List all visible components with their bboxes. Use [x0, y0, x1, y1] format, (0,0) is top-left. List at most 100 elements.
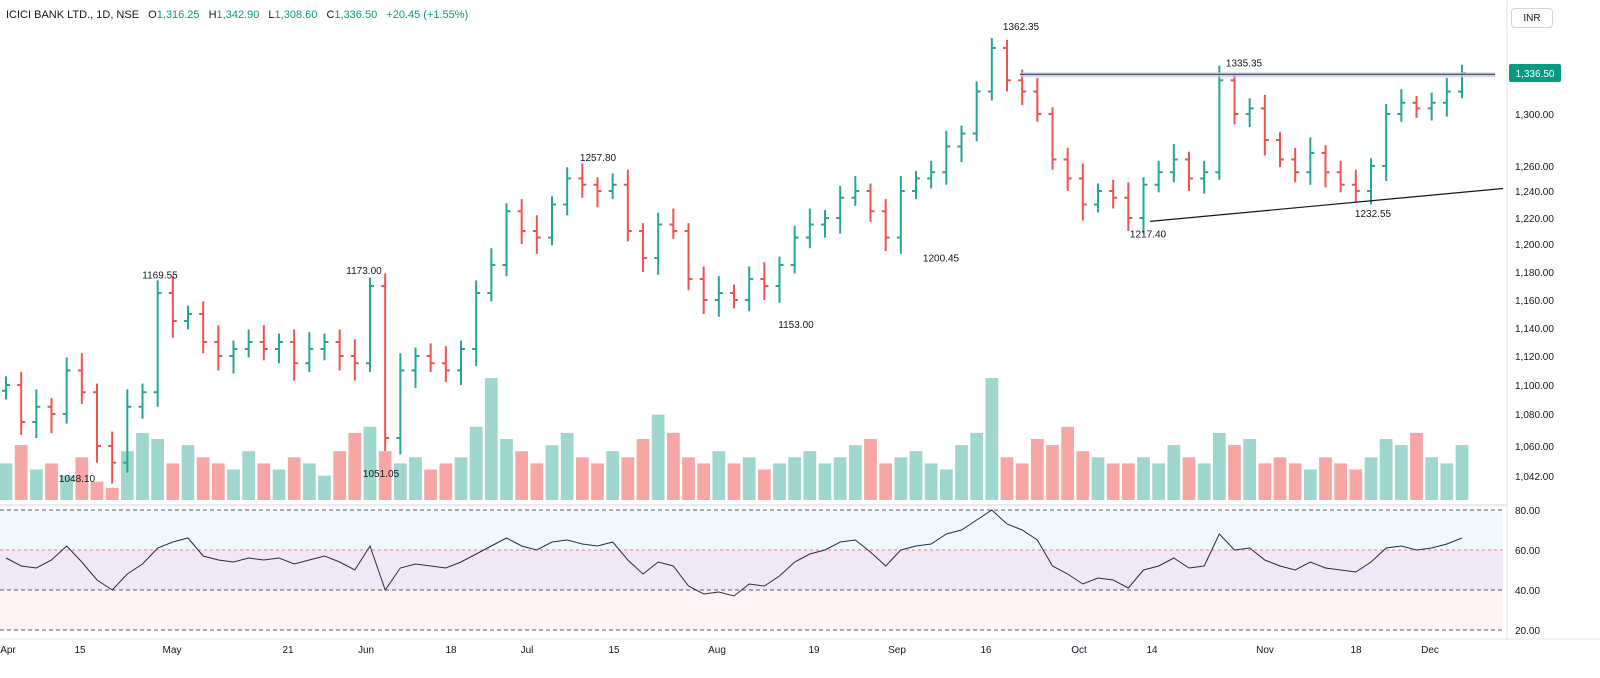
- volume-bar: [393, 463, 407, 500]
- rsi-overbought-zone: [0, 510, 1503, 550]
- price-tick-label: 1,240.00: [1515, 187, 1554, 198]
- volume-bar: [424, 469, 438, 500]
- volume-bar: [1121, 463, 1135, 500]
- volume-bar: [1243, 439, 1257, 500]
- time-axis-label: 16: [980, 645, 992, 656]
- volume-bar: [454, 457, 468, 500]
- rsi-tick-label: 80.00: [1515, 506, 1540, 517]
- volume-bar: [985, 378, 999, 500]
- volume-bar: [151, 439, 165, 500]
- time-axis-label: 21: [282, 645, 294, 656]
- currency-button[interactable]: INR: [1511, 8, 1553, 28]
- volume-bar: [45, 463, 58, 500]
- volume-bar: [545, 445, 559, 500]
- high-label: H: [208, 9, 217, 21]
- time-axis-label: Jul: [521, 645, 534, 656]
- time-axis-label: Apr: [0, 645, 16, 656]
- volume-bar: [575, 457, 589, 500]
- volume-bar: [1167, 445, 1181, 500]
- volume-bar: [1379, 439, 1393, 500]
- rsi-oversold-zone: [0, 590, 1503, 630]
- time-axis-label: 15: [608, 645, 620, 656]
- volume-bar: [1440, 463, 1454, 500]
- volume-bar: [409, 457, 422, 500]
- volume-bar: [484, 378, 498, 500]
- volume-bar: [530, 463, 544, 500]
- rsi-band: [0, 550, 1503, 590]
- rsi-tick-label: 60.00: [1515, 546, 1540, 557]
- volume-bar: [591, 463, 604, 500]
- volume-bar: [712, 451, 726, 500]
- volume-bar: [469, 426, 483, 500]
- volume-bar: [515, 451, 529, 500]
- volume-bar: [1410, 432, 1423, 500]
- symbol-title: ICICI BANK LTD., 1D, NSE: [6, 9, 140, 21]
- volume-bar: [1364, 457, 1378, 500]
- time-axis-label: Sep: [888, 645, 906, 656]
- volume-bar: [439, 463, 453, 500]
- volume-bar: [1106, 463, 1120, 500]
- volume-bar: [1152, 463, 1166, 500]
- price-tick-label: 1,300.00: [1515, 110, 1554, 121]
- volume-bar: [773, 463, 786, 500]
- volume-bar: [1182, 457, 1196, 500]
- price-annotation: 1200.45: [923, 253, 960, 264]
- volume-bar: [803, 451, 817, 500]
- volume-bar: [181, 445, 195, 500]
- volume-bar: [14, 445, 28, 500]
- time-axis-label: 15: [74, 645, 86, 656]
- price-annotation: 1173.00: [346, 266, 382, 277]
- volume-bar: [1061, 426, 1075, 500]
- price-tick-label: 1,060.00: [1515, 442, 1554, 453]
- volume-bar: [105, 487, 119, 500]
- volume-bar: [29, 469, 43, 500]
- price-tick-label: 1,120.00: [1515, 352, 1554, 363]
- volume-bar: [1258, 463, 1272, 500]
- time-axis-label: May: [163, 645, 182, 656]
- close-value: 1,336.50: [334, 9, 378, 21]
- volume-bar: [606, 451, 620, 500]
- volume-bar: [90, 481, 104, 500]
- volume-bar: [500, 439, 513, 500]
- volume-bar: [1000, 457, 1014, 500]
- price-annotation: 1169.55: [142, 271, 178, 282]
- volume-bar: [848, 445, 862, 500]
- volume-bar: [924, 463, 938, 500]
- volume-bar: [666, 432, 680, 500]
- volume-bar: [1303, 469, 1317, 500]
- volume-bar: [242, 451, 256, 500]
- volume-bar: [833, 457, 847, 500]
- volume-bar: [1046, 445, 1059, 500]
- volume-bar: [1030, 439, 1044, 500]
- close-label: C: [326, 9, 335, 21]
- volume-bar: [1228, 445, 1241, 500]
- last-price-tag: [1509, 64, 1561, 82]
- change-value: +20.45 (+1.55%): [386, 9, 469, 21]
- open-value: 1,316.25: [156, 9, 200, 21]
- volume-bar: [1015, 463, 1029, 500]
- volume-bar: [621, 457, 635, 500]
- rsi-line: [5, 509, 1463, 597]
- volume-bar: [939, 469, 953, 500]
- price-tick-label: 1,100.00: [1515, 381, 1554, 392]
- price-tick-label: 1,140.00: [1515, 324, 1554, 335]
- volume-bar: [864, 439, 877, 500]
- volume-bar: [818, 463, 832, 500]
- volume-bar: [560, 432, 574, 500]
- volume-bar: [1455, 445, 1469, 500]
- price-annotation: 1232.55: [1355, 209, 1392, 220]
- volume-bar: [788, 457, 802, 500]
- volume-bar: [378, 451, 392, 500]
- price-tick-label: 1,180.00: [1515, 268, 1554, 279]
- price-annotation: 1051.05: [363, 469, 400, 480]
- volume-bar: [894, 457, 908, 500]
- volume-bar: [1334, 463, 1348, 500]
- volume-bar: [727, 463, 741, 500]
- price-annotation: 1153.00: [778, 320, 814, 331]
- time-axis-label: 19: [808, 645, 820, 656]
- volume-bar: [333, 451, 347, 500]
- time-axis-label: Aug: [708, 645, 726, 656]
- volume-bar: [1137, 457, 1150, 500]
